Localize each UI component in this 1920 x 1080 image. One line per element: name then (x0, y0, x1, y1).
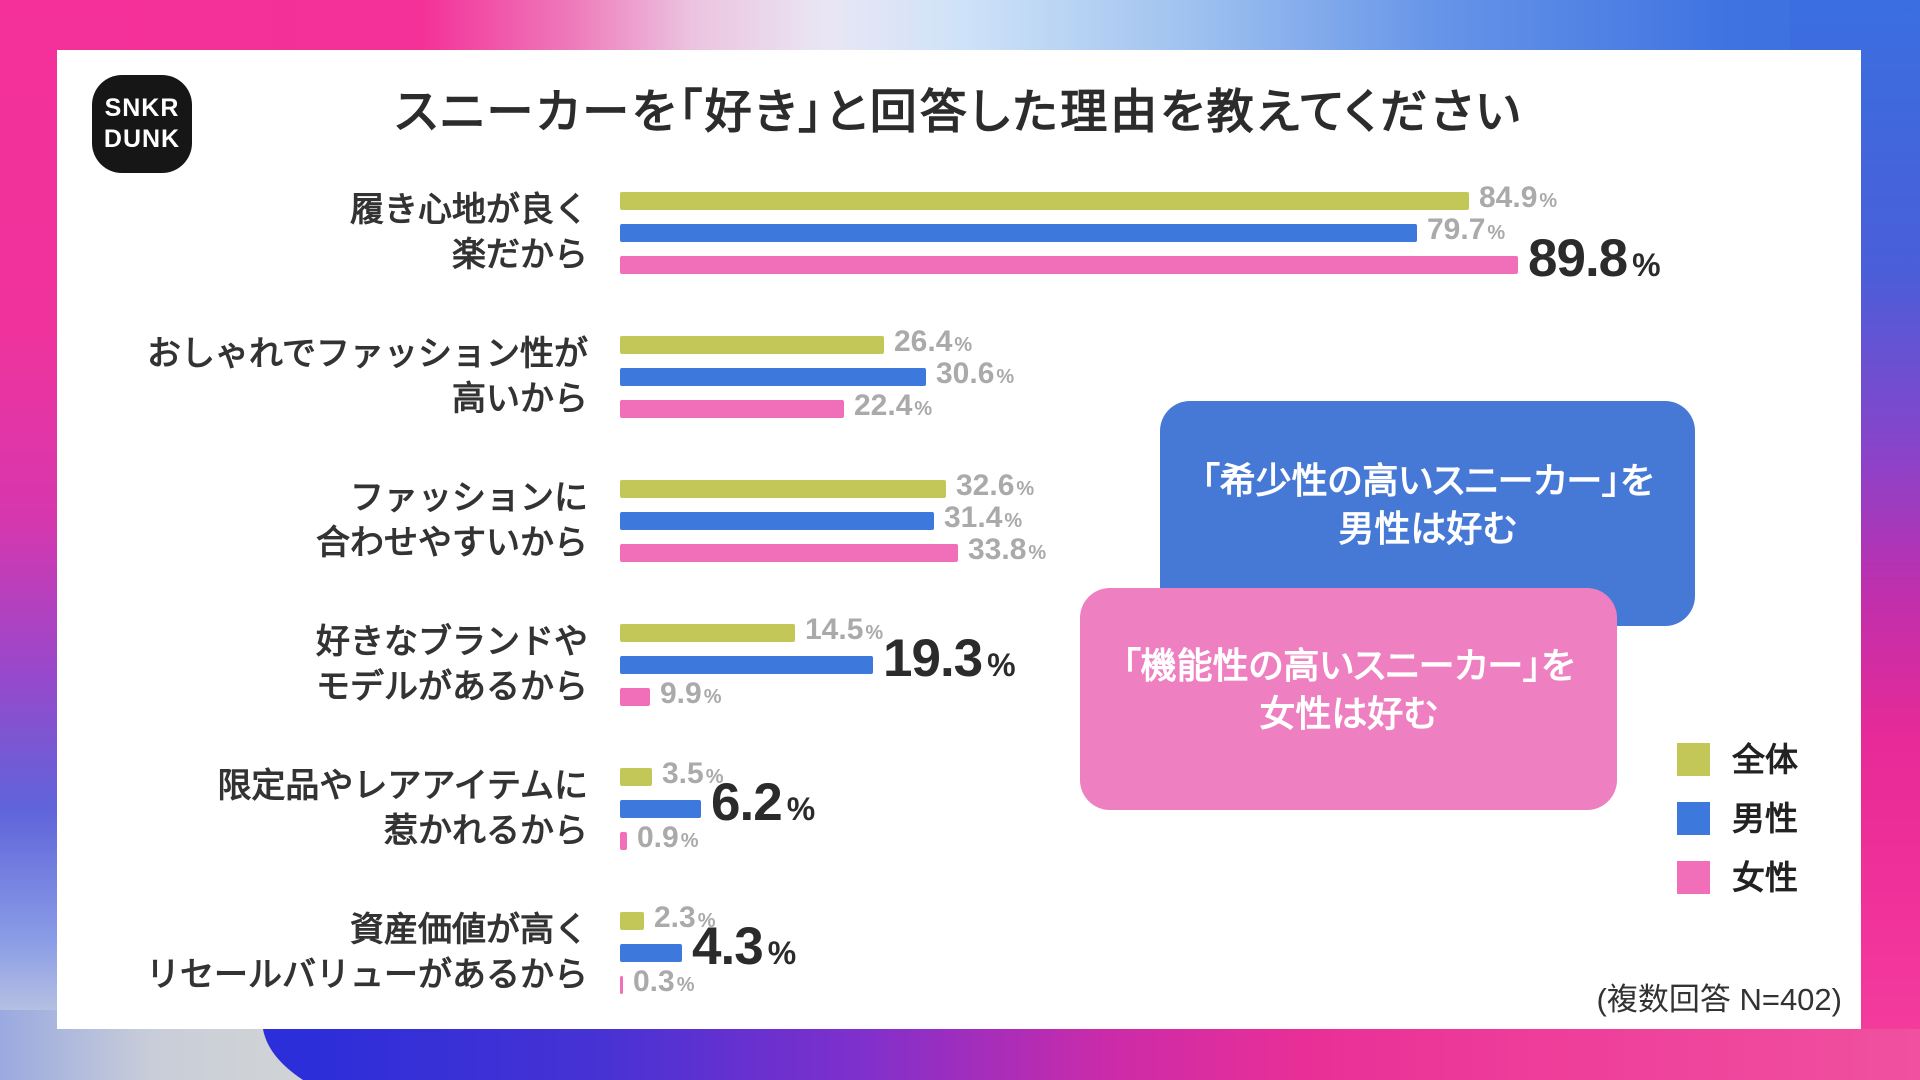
value-label: 26.4% (894, 325, 973, 358)
value-label: 79.7% (1427, 213, 1506, 246)
background-bottom-band (0, 1029, 1920, 1080)
value-label: 0.9% (637, 821, 699, 854)
bar-1-row-4 (620, 800, 701, 818)
value-label: 22.4% (854, 389, 933, 422)
category-label: 資産価値が高く リセールバリューがあるから (146, 911, 588, 994)
value-label: 4.3% (692, 916, 797, 976)
value-label: 30.6% (936, 357, 1015, 390)
legend-label: 全体 (1732, 741, 1798, 778)
snkr-dunk-logo: SNKR DUNK (92, 75, 192, 173)
legend-item: 女性 (1677, 861, 1798, 894)
category-label: 履き心地が良く 楽だから (350, 191, 588, 274)
bar-0-row-3 (620, 624, 795, 642)
bar-2-row-5 (620, 976, 623, 994)
logo-line2: DUNK (103, 125, 181, 153)
value-label: 89.8% (1528, 228, 1661, 288)
value-label: 31.4% (944, 501, 1023, 534)
category-label: 限定品やレアアイテムに 惹かれるから (217, 767, 588, 850)
value-label: 0.3% (633, 965, 695, 998)
bar-0-row-2 (620, 480, 946, 498)
bar-0-row-5 (620, 912, 644, 930)
logo-line1: SNKR (104, 94, 180, 122)
chart-row: 資産価値が高く リセールバリューがあるから 2.3% 4.3% 0.3% (57, 901, 1861, 997)
bar-2-row-1 (620, 400, 844, 418)
value-label: 33.8% (968, 533, 1047, 566)
legend-swatch (1677, 743, 1710, 776)
bar-1-row-2 (620, 512, 934, 530)
category-label: 好きなブランドや モデルがあるから (316, 623, 588, 706)
chart-row: 好きなブランドや モデルがあるから 14.5% 19.3% 9.9% (57, 613, 1861, 709)
chart-legend: 全体 男性 女性 (1677, 743, 1798, 920)
chart-row: 限定品やレアアイテムに 惹かれるから 3.5% 6.2% 0.9% (57, 757, 1861, 853)
bar-1-row-5 (620, 944, 682, 962)
value-label: 6.2% (711, 772, 816, 832)
value-label: 2.3% (654, 901, 716, 934)
callout-female-functional-sneakers: 「機能性の高いスニーカー」を 女性は好む (1080, 588, 1617, 810)
legend-swatch (1677, 861, 1710, 894)
legend-item: 男性 (1677, 802, 1798, 835)
bar-2-row-0 (620, 256, 1518, 274)
bar-2-row-2 (620, 544, 958, 562)
category-label: ファッションに 合わせやすいから (316, 479, 588, 562)
legend-swatch (1677, 802, 1710, 835)
chart-row: おしゃれでファッション性が 高いから 26.4% 30.6% 22.4% (57, 325, 1861, 421)
callout-male-text: 「希少性の高いスニーカー」を 男性は好む (1201, 459, 1654, 549)
value-label: 3.5% (662, 757, 724, 790)
value-label: 9.9% (660, 677, 722, 710)
bar-1-row-3 (620, 656, 873, 674)
chart-title: スニーカーを「好き」と回答した理由を教えてください (395, 85, 1523, 138)
bar-2-row-4 (620, 832, 627, 850)
value-label: 14.5% (805, 613, 884, 646)
bar-2-row-3 (620, 688, 650, 706)
bar-0-row-0 (620, 192, 1469, 210)
chart-row: 履き心地が良く 楽だから 84.9% 79.7% 89.8% (57, 181, 1861, 285)
bar-1-row-0 (620, 224, 1417, 242)
category-label: おしゃれでファッション性が 高いから (147, 335, 588, 418)
legend-item: 全体 (1677, 743, 1798, 776)
bar-0-row-1 (620, 336, 884, 354)
bar-0-row-4 (620, 768, 652, 786)
infographic-card: SNKR DUNK スニーカーを「好き」と回答した理由を教えてください 履き心地… (57, 50, 1861, 1029)
survey-note: (複数回答 N=402) (1596, 982, 1842, 1017)
callout-female-text: 「機能性の高いスニーカー」を 女性は好む (1122, 645, 1575, 734)
value-label: 32.6% (956, 469, 1035, 502)
value-label: 84.9% (1479, 181, 1558, 214)
value-label: 19.3% (883, 628, 1016, 688)
bar-chart: 履き心地が良く 楽だから 84.9% 79.7% 89.8% おしゃれでファッション性が… (57, 181, 1861, 1052)
legend-label: 男性 (1732, 800, 1798, 837)
bar-1-row-1 (620, 368, 926, 386)
chart-row: ファッションに 合わせやすいから 32.6% 31.4% 33.8% (57, 469, 1861, 565)
legend-label: 女性 (1732, 859, 1798, 896)
